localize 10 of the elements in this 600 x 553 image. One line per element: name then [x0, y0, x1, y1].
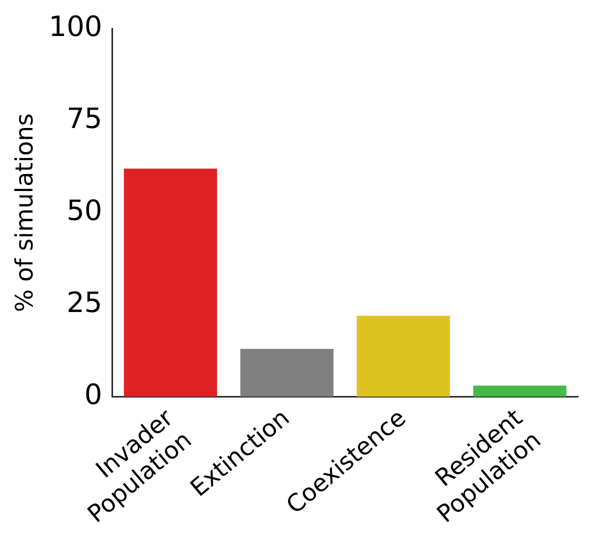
y-tick-label: 25: [66, 286, 102, 320]
bar: [240, 348, 334, 397]
bar: [473, 386, 566, 397]
y-tick-label: 0: [84, 378, 102, 411]
y-tick-label: 100: [48, 10, 102, 44]
y-tick-label: 75: [66, 102, 102, 136]
bar: [356, 316, 450, 397]
y-tick-label: 50: [66, 194, 102, 228]
y-axis-title: % of simulations: [10, 113, 39, 312]
bar: [124, 168, 218, 397]
